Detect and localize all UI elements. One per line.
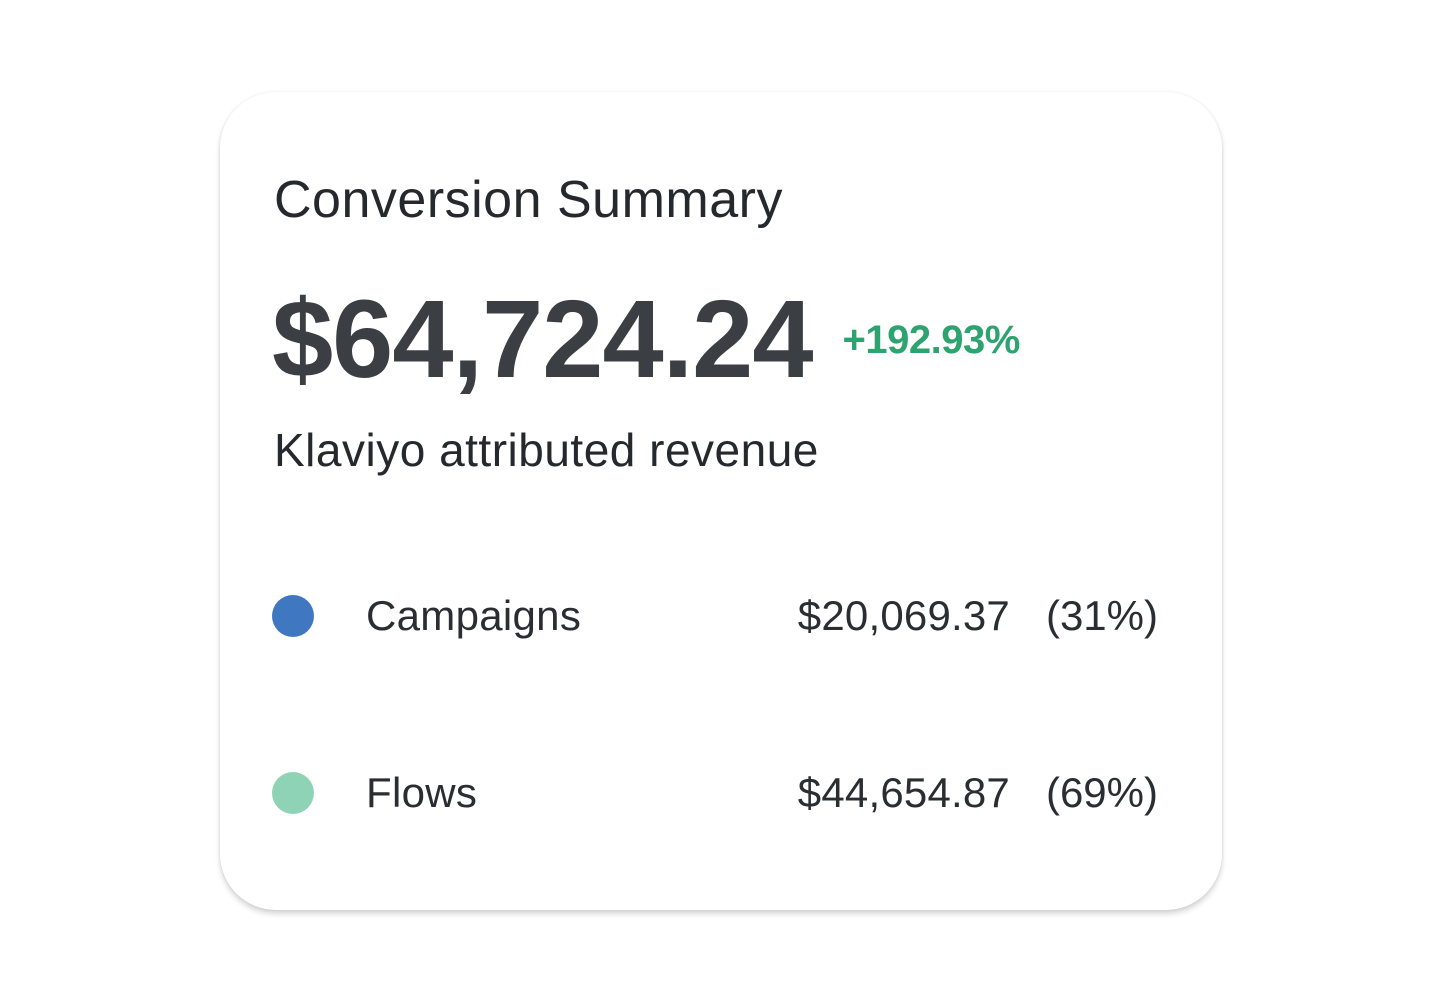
conversion-summary-card: Conversion Summary $64,724.24 +192.93% K… <box>220 92 1222 910</box>
revenue-subtitle: Klaviyo attributed revenue <box>274 424 819 476</box>
flows-dot-icon <box>272 772 314 814</box>
breakdown-row-campaigns: Campaigns $20,069.37 (31%) <box>272 586 1158 646</box>
campaigns-dot-icon <box>272 595 314 637</box>
revenue-change-badge: +192.93% <box>842 317 1021 362</box>
breakdown-percent: (69%) <box>1045 769 1158 816</box>
breakdown-row-flows: Flows $44,654.87 (69%) <box>272 763 1158 823</box>
total-revenue-row: $64,724.24 +192.93% <box>272 280 1020 400</box>
breakdown-label: Campaigns <box>366 592 582 639</box>
card-title: Conversion Summary <box>274 171 783 229</box>
total-revenue-value: $64,724.24 <box>272 278 814 401</box>
breakdown-amount: $20,069.37 <box>797 592 1010 639</box>
breakdown-percent: (31%) <box>1045 592 1158 639</box>
breakdown-amount: $44,654.87 <box>797 769 1010 816</box>
breakdown-label: Flows <box>366 769 478 816</box>
